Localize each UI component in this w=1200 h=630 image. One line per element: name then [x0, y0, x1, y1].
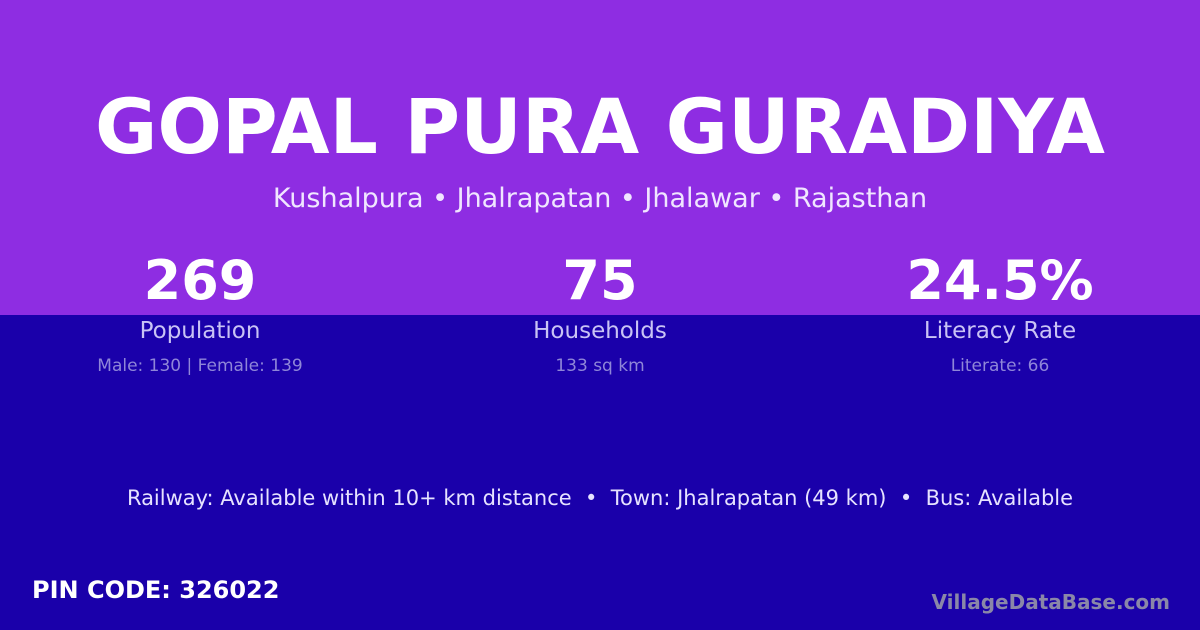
village-title: GOPAL PURA GURADIYA	[94, 82, 1105, 171]
stat-label: Literacy Rate	[923, 318, 1077, 344]
stat-value: 24.5%	[906, 249, 1094, 312]
stat-label: Households	[533, 318, 667, 344]
stat-value: 269	[143, 249, 257, 312]
header-band	[0, 0, 1200, 315]
stat-detail: Literate: 66	[950, 356, 1050, 376]
location-breadcrumb: Kushalpura • Jhalrapatan • Jhalawar • Ra…	[272, 183, 928, 214]
amenities-info: Railway: Available within 10+ km distanc…	[126, 486, 1074, 510]
pin-code: PIN CODE: 326022	[32, 576, 280, 604]
stat-detail: 133 sq km	[555, 356, 645, 376]
stat-literacy: 24.5% Literacy Rate Literate: 66	[800, 249, 1200, 377]
stat-detail: Male: 130 | Female: 139	[97, 356, 303, 376]
stat-label: Population	[139, 318, 261, 344]
stat-value: 75	[562, 249, 638, 312]
stat-population: 269 Population Male: 130 | Female: 139	[0, 249, 400, 377]
stat-households: 75 Households 133 sq km	[400, 249, 800, 377]
brand-logo: VillageDataBase.com	[931, 590, 1170, 614]
